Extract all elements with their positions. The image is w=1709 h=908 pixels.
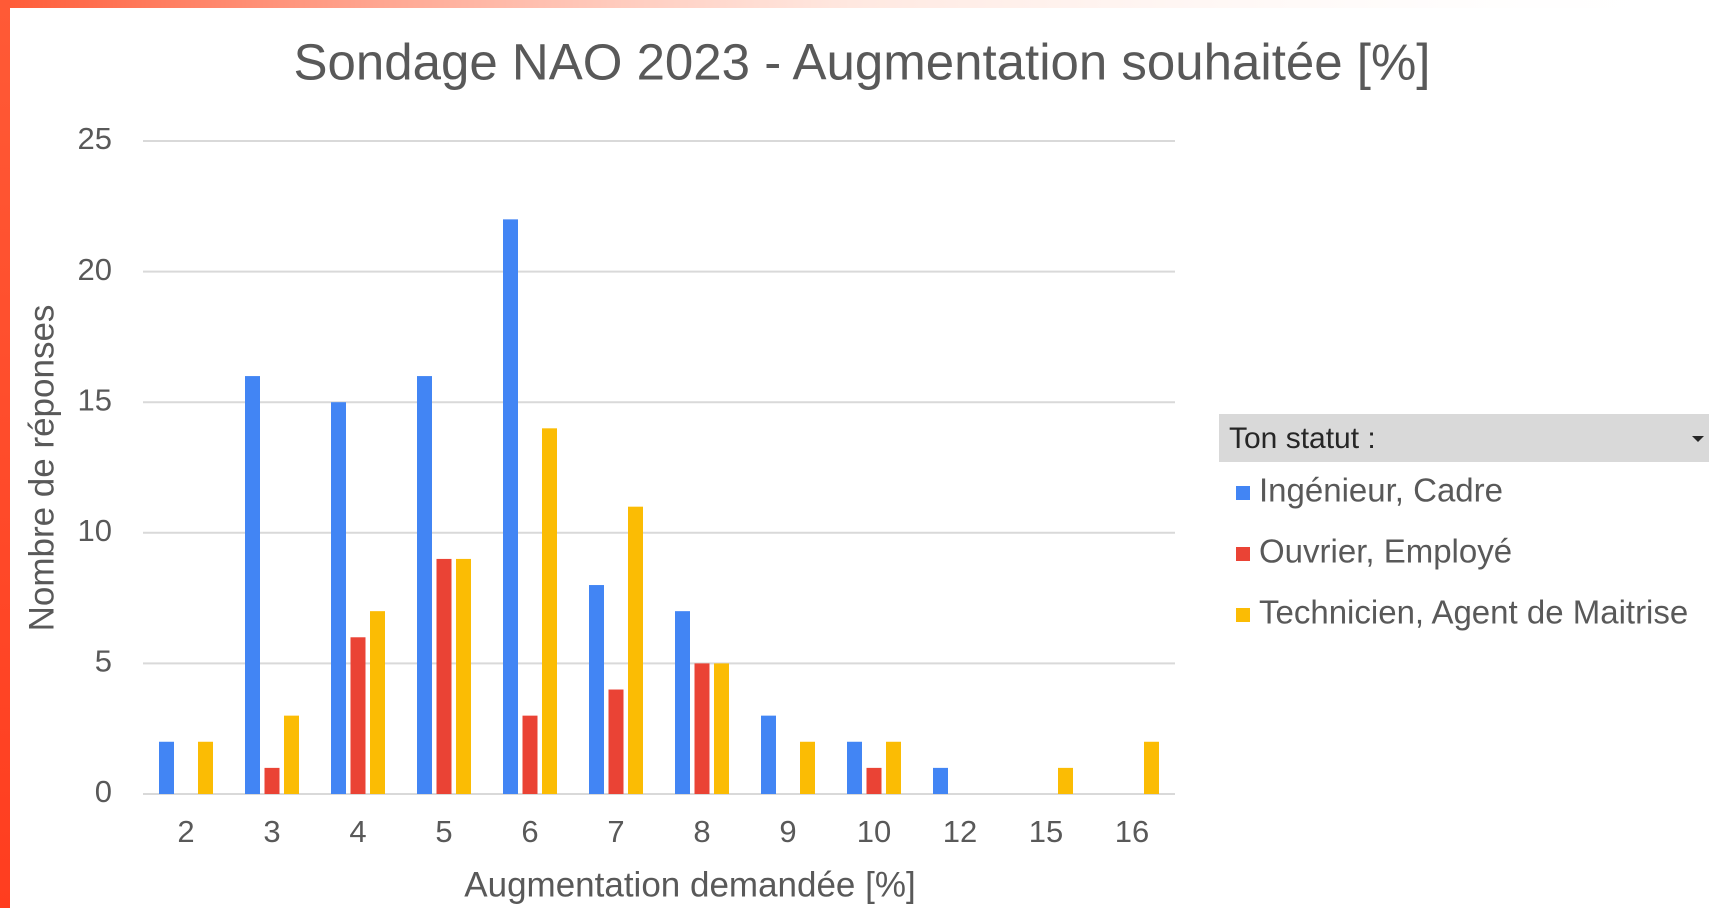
bar: [503, 219, 518, 795]
legend-label: Technicien, Agent de Maitrise: [1259, 594, 1688, 631]
bar: [761, 715, 776, 794]
y-tick-label: 10: [78, 513, 112, 548]
legend-label: Ouvrier, Employé: [1259, 533, 1512, 570]
x-tick-label: 3: [263, 814, 280, 849]
x-tick-label: 6: [521, 814, 538, 849]
y-axis-label: Nombre de réponses: [22, 305, 61, 632]
bar: [542, 428, 557, 794]
bar: [284, 715, 299, 794]
bar: [866, 767, 882, 794]
legend-label: Ingénieur, Cadre: [1259, 472, 1503, 509]
bar: [331, 402, 346, 794]
bar: [436, 558, 452, 794]
legend-header[interactable]: [1219, 414, 1709, 462]
dropdown-arrow[interactable]: [1692, 436, 1704, 442]
x-tick-label: 10: [857, 814, 891, 849]
bar: [370, 611, 385, 794]
y-tick-label: 0: [95, 774, 112, 809]
bar: [1144, 741, 1159, 794]
x-tick-label: 16: [1115, 814, 1149, 849]
bar: [628, 506, 643, 794]
y-tick-label: 15: [78, 382, 112, 417]
y-tick-label: 20: [78, 252, 112, 287]
x-axis-label: Augmentation demandée [%]: [464, 865, 915, 904]
x-tick-label: 8: [693, 814, 710, 849]
x-tick-label: 9: [779, 814, 796, 849]
bar: [350, 637, 366, 794]
x-tick-label: 7: [607, 814, 624, 849]
bar: [417, 376, 432, 794]
bar: [694, 663, 710, 794]
bar: [589, 585, 604, 794]
bar: [522, 715, 538, 794]
bar: [159, 741, 174, 794]
chart-title: Sondage NAO 2023 - Augmentation souhaité…: [294, 33, 1431, 90]
bar: [714, 663, 729, 794]
bar: [886, 741, 901, 794]
top-border: [0, 0, 1709, 8]
x-tick-label: 15: [1029, 814, 1063, 849]
x-tick-label: 2: [177, 814, 194, 849]
bar: [675, 611, 690, 794]
y-tick-label: 25: [78, 121, 112, 156]
bar: [847, 741, 862, 794]
bar: [456, 558, 471, 794]
bar: [608, 689, 624, 794]
legend-swatch: [1236, 547, 1250, 561]
x-tick-label: 12: [943, 814, 977, 849]
bar: [264, 767, 280, 794]
bar: [933, 767, 948, 794]
legend-swatch: [1236, 486, 1250, 500]
bar: [800, 741, 815, 794]
bar: [198, 741, 213, 794]
legend-title: Ton statut :: [1229, 422, 1376, 455]
y-tick-label: 5: [95, 644, 112, 679]
x-tick-label: 4: [349, 814, 366, 849]
bar: [1058, 767, 1073, 794]
legend-swatch: [1236, 608, 1250, 622]
bar: [245, 376, 260, 794]
x-tick-label: 5: [435, 814, 452, 849]
left-border: [0, 0, 10, 908]
